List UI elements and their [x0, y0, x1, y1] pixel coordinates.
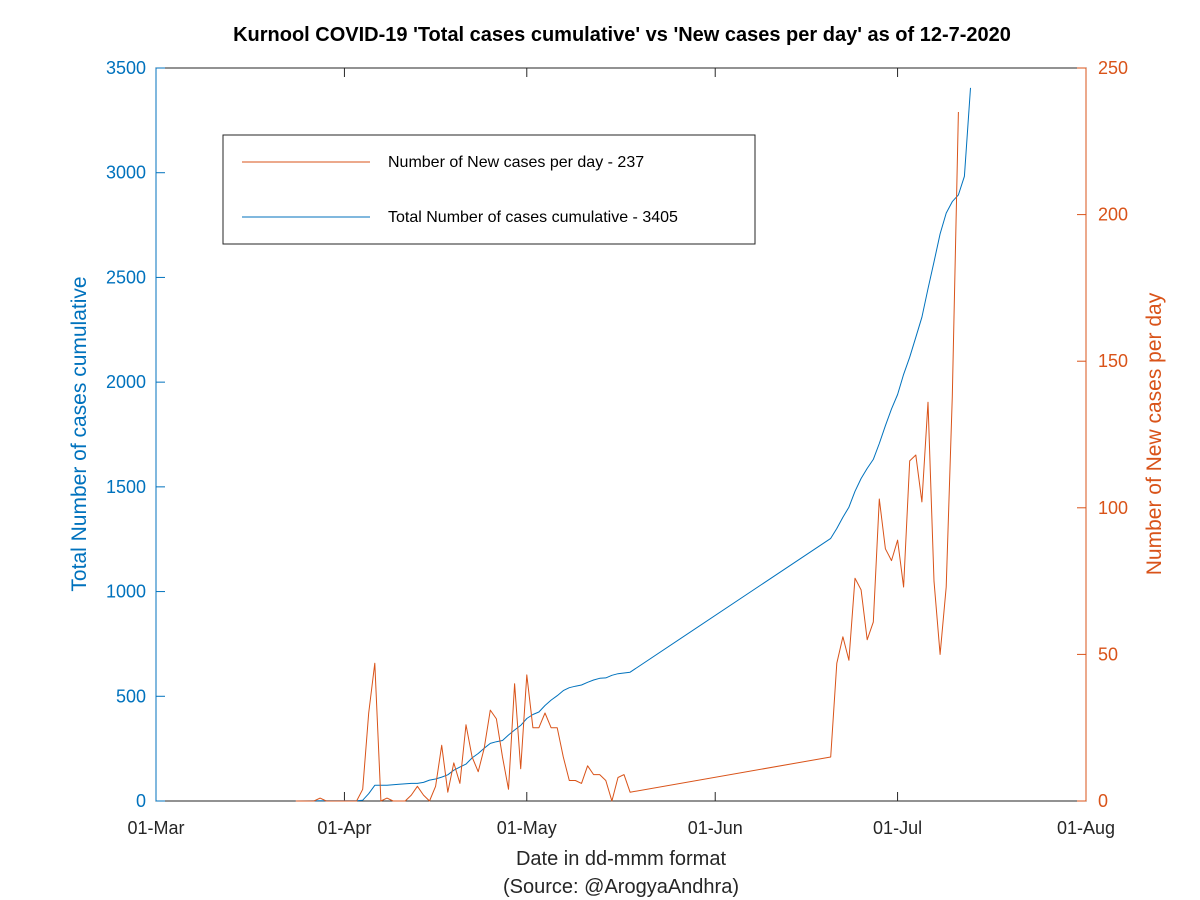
- x-axis-label: Date in dd-mmm format: [516, 848, 726, 870]
- x-tick-label: 01-Jul: [873, 818, 922, 838]
- left-y-axis-label: Total Number of cases cumulative: [68, 276, 91, 591]
- right-y-axis-label: Number of New cases per day: [1143, 292, 1166, 575]
- left-y-tick-label: 1000: [106, 582, 146, 602]
- left-y-tick-label: 2000: [106, 372, 146, 392]
- right-y-tick-label: 100: [1098, 498, 1128, 518]
- left-y-tick-label: 3500: [106, 58, 146, 78]
- source-note: (Source: @ArogyaAndhra): [503, 876, 739, 898]
- left-y-tick-label: 1500: [106, 477, 146, 497]
- legend: Number of New cases per day - 237 Total …: [223, 135, 755, 244]
- left-y-tick-label: 3000: [106, 163, 146, 183]
- chart-title: Kurnool COVID-19 'Total cases cumulative…: [233, 24, 1011, 46]
- x-tick-label: 01-Jun: [688, 818, 743, 838]
- x-tick-label: 01-Apr: [317, 818, 371, 838]
- x-tick-label: 01-May: [497, 818, 557, 838]
- left-y-tick-label: 2500: [106, 267, 146, 287]
- left-y-tick-label: 0: [136, 791, 146, 811]
- left-y-tick-label: 500: [116, 686, 146, 706]
- right-y-tick-label: 50: [1098, 644, 1118, 664]
- right-y-tick-label: 200: [1098, 205, 1128, 225]
- legend-label-new-cases: Number of New cases per day - 237: [388, 154, 644, 171]
- right-y-tick-label: 150: [1098, 351, 1128, 371]
- right-y-tick-label: 0: [1098, 791, 1108, 811]
- x-tick-label: 01-Mar: [127, 818, 184, 838]
- right-y-tick-label: 250: [1098, 58, 1128, 78]
- x-tick-label: 01-Aug: [1057, 818, 1115, 838]
- legend-label-cumulative: Total Number of cases cumulative - 3405: [388, 209, 678, 226]
- legend-box: [223, 135, 755, 244]
